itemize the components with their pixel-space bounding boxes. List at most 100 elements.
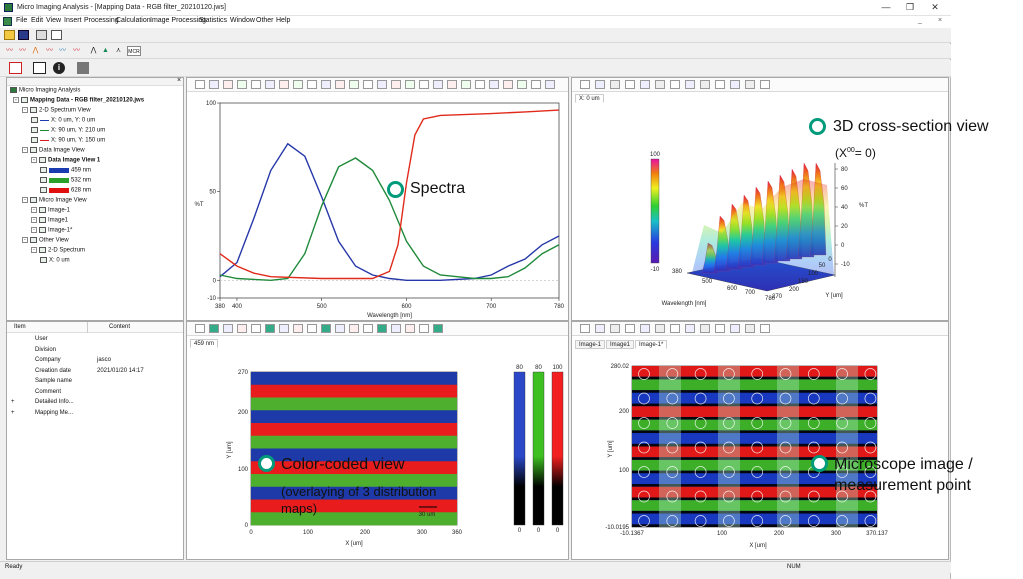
menu-calculation[interactable]: Calculation — [116, 17, 151, 24]
tab-image1[interactable]: Image1 — [606, 340, 635, 349]
pane-tool-icon[interactable] — [745, 80, 755, 89]
tree-node[interactable]: - Image-1 — [31, 207, 70, 214]
property-row[interactable]: Comment — [7, 388, 187, 399]
measurement-point[interactable] — [779, 392, 792, 405]
measurement-point[interactable] — [638, 417, 650, 429]
pane-tool-icon[interactable] — [293, 80, 303, 89]
pane-tool-icon[interactable] — [405, 80, 415, 89]
measurement-point[interactable] — [751, 441, 764, 454]
pane-tool-icon[interactable] — [640, 324, 650, 333]
expand-toggle-icon[interactable]: - — [31, 227, 37, 233]
spectrum-tool-1-icon[interactable]: 〰 — [6, 47, 13, 54]
tree-node[interactable]: X: 90 um, Y: 210 um — [31, 127, 105, 134]
pane-tool-icon[interactable] — [685, 324, 695, 333]
baseline-icon[interactable]: 〰 — [73, 47, 80, 54]
pane-tool-icon[interactable] — [209, 80, 219, 89]
measurement-point[interactable] — [864, 490, 877, 503]
measurement-point[interactable] — [864, 441, 877, 454]
pane-tool-icon[interactable] — [195, 324, 205, 333]
pane-tool-icon[interactable] — [223, 80, 233, 89]
pane-tool-icon[interactable] — [715, 80, 725, 89]
minimize-button[interactable]: — — [881, 2, 891, 12]
measurement-point[interactable] — [723, 490, 735, 503]
expand-toggle-icon[interactable]: - — [31, 217, 37, 223]
tab-image-1-star[interactable]: Image-1* — [635, 340, 668, 349]
expand-icon[interactable]: + — [11, 409, 15, 416]
measurement-point[interactable] — [666, 368, 679, 380]
tree-node[interactable]: - Other View — [22, 237, 69, 244]
spectrum-tool-2-icon[interactable]: 〰 — [19, 47, 26, 54]
pane-tool-icon[interactable] — [610, 324, 620, 333]
measurement-point[interactable] — [666, 490, 679, 503]
pane-tool-icon[interactable] — [760, 80, 770, 89]
measurement-point[interactable] — [836, 441, 848, 454]
measurement-point[interactable] — [694, 368, 707, 380]
tree-root[interactable]: Micro Imaging Analysis — [10, 87, 80, 94]
menu-other[interactable]: Other — [256, 17, 274, 24]
expand-toggle-icon[interactable]: - — [31, 157, 37, 163]
measurement-point[interactable] — [638, 441, 650, 454]
measurement-point[interactable] — [638, 515, 650, 527]
menu-window[interactable]: Window — [230, 17, 255, 24]
tree-node[interactable]: - Micro Image View — [22, 197, 87, 204]
measurement-point[interactable] — [864, 392, 877, 405]
tree-node[interactable]: - Image1 — [31, 217, 68, 224]
close-button[interactable]: ✕ — [931, 2, 939, 12]
tab-459-nm[interactable]: 459 nm — [190, 339, 219, 348]
measurement-point[interactable] — [638, 490, 650, 503]
pane-tool-icon[interactable] — [405, 324, 415, 333]
image-icon[interactable] — [77, 62, 89, 74]
measurement-point[interactable] — [807, 490, 820, 503]
info-icon[interactable]: i — [53, 62, 65, 74]
tree-node[interactable]: X: 0 um — [40, 257, 70, 264]
menu-file[interactable]: File — [16, 17, 28, 24]
pane-tool-icon[interactable] — [745, 324, 755, 333]
property-row[interactable]: User — [7, 335, 187, 346]
measurement-point[interactable] — [723, 417, 735, 429]
expand-toggle-icon[interactable]: - — [31, 247, 37, 253]
measurement-point[interactable] — [694, 490, 707, 503]
property-row[interactable]: + Mapping Me... — [7, 409, 187, 420]
measurement-point[interactable] — [694, 392, 707, 405]
pane-tool-icon[interactable] — [730, 80, 740, 89]
measurement-point[interactable] — [807, 441, 820, 454]
measurement-point[interactable] — [694, 466, 707, 478]
measurement-point[interactable] — [638, 368, 650, 380]
pane-tool-icon[interactable] — [461, 80, 471, 89]
menu-insert[interactable]: Insert — [64, 17, 82, 24]
pane-tool-icon[interactable] — [391, 324, 401, 333]
pane-tool-icon[interactable] — [700, 324, 710, 333]
tree-node[interactable]: - Data Image View — [22, 147, 85, 154]
measurement-point[interactable] — [779, 466, 792, 478]
print-preview-icon[interactable] — [51, 30, 62, 40]
measurement-point[interactable] — [694, 417, 707, 429]
open-icon[interactable] — [4, 30, 15, 40]
pane-tool-icon[interactable] — [363, 80, 373, 89]
pane-tool-icon[interactable] — [321, 324, 331, 333]
restore-button[interactable]: ❒ — [905, 2, 915, 12]
pane-tool-icon[interactable] — [700, 80, 710, 89]
pane-tool-icon[interactable] — [349, 324, 359, 333]
measurement-point[interactable] — [694, 441, 707, 454]
pane-tool-icon[interactable] — [625, 324, 635, 333]
measurement-point[interactable] — [638, 466, 650, 478]
expand-icon[interactable]: + — [11, 399, 15, 405]
expand-toggle-icon[interactable]: - — [22, 237, 28, 243]
tree-node[interactable]: 459 nm — [40, 167, 91, 174]
measurement-point[interactable] — [807, 392, 820, 405]
pane-tool-icon[interactable] — [655, 324, 665, 333]
menu-help[interactable]: Help — [276, 17, 291, 24]
pane-tool-icon[interactable] — [715, 324, 725, 333]
measurement-point[interactable] — [864, 368, 877, 380]
pane-tool-icon[interactable] — [279, 324, 289, 333]
tree-node[interactable]: 628 nm — [40, 187, 91, 194]
peak-tool-icon[interactable]: ⋀ — [32, 47, 39, 54]
microscope-chart[interactable]: -10.1367 100 200 300 370.137 280.02 200 100 -10.… — [572, 351, 948, 559]
save-icon[interactable] — [18, 30, 29, 40]
tab-image-1[interactable]: Image-1 — [575, 340, 606, 349]
pane-tool-icon[interactable] — [349, 80, 359, 89]
measurement-point[interactable] — [779, 441, 792, 454]
measurement-point[interactable] — [751, 392, 764, 405]
pane-tool-icon[interactable] — [223, 324, 233, 333]
measurement-point[interactable] — [779, 368, 792, 380]
